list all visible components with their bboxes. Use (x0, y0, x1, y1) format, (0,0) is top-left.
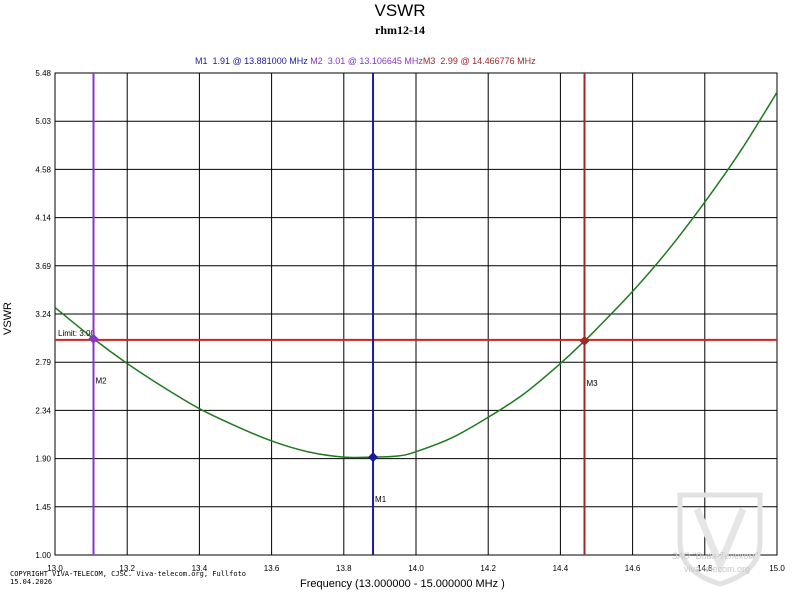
y-tick-label: 3.69 (35, 262, 51, 271)
x-tick-label: 13.8 (336, 564, 352, 573)
watermark-site: viva-telecom.org (684, 564, 751, 574)
y-tick-label: 1.00 (35, 551, 51, 560)
y-tick-label: 1.90 (35, 455, 51, 464)
y-tick-label: 5.03 (35, 117, 51, 126)
watermark-company: ЗАО "Вива-Телеком" (672, 551, 758, 561)
series-line-vswr (54, 91, 778, 459)
copyright-line: COPYRIGHT VIVA-TELECOM, CJSC. Viva-telec… (10, 570, 247, 578)
marker-label-m1: M1 (375, 495, 387, 504)
x-tick-label: 13.2 (119, 564, 135, 573)
x-tick-label: 14.4 (553, 564, 569, 573)
x-tick-label: 14.6 (625, 564, 641, 573)
x-tick-label: 13.0 (47, 564, 63, 573)
x-tick-label: 13.4 (192, 564, 208, 573)
x-axis-label: Frequency (13.000000 - 15.000000 MHz ) (300, 578, 505, 590)
y-tick-label: 2.79 (35, 358, 51, 367)
marker-point-m1 (368, 452, 379, 463)
y-tick-label: 5.48 (35, 69, 51, 78)
marker-label-m2: M2 (95, 377, 107, 386)
limit-label: Limit: 3.00 (58, 329, 95, 338)
copyright-date: 15.04.2026 (10, 578, 53, 586)
marker-readout-m1: M1 1.91 @ 13.881000 MHz (195, 56, 308, 66)
y-tick-label: 1.45 (35, 503, 51, 512)
copyright-notice: COPYRIGHT VIVA-TELECOM, CJSC. Viva-telec… (10, 570, 246, 586)
x-tick-label: 14.2 (480, 564, 496, 573)
marker-point-m3 (579, 335, 590, 346)
marker-label-m3: M3 (587, 379, 599, 388)
y-tick-label: 2.34 (35, 406, 51, 415)
y-tick-label: 4.14 (35, 214, 51, 223)
chart-subtitle: rhm12-14 (375, 23, 425, 37)
marker-point-m2 (88, 333, 99, 344)
y-axis-label: VSWR (2, 302, 14, 335)
x-tick-label: 14.0 (408, 564, 424, 573)
x-tick-label: 13.6 (264, 564, 280, 573)
marker-readouts: M1 1.91 @ 13.881000 MHz M2 3.01 @ 13.106… (195, 56, 536, 66)
marker-readout-m3: M3 2.99 @ 14.466776 MHz (422, 56, 536, 66)
y-tick-label: 3.24 (35, 310, 51, 319)
chart-title: VSWR (374, 1, 426, 20)
marker-readout-m2: M2 3.01 @ 13.106645 MHz (310, 56, 423, 66)
y-tick-label: 4.58 (35, 165, 51, 174)
watermark-shield-logo (677, 492, 763, 587)
x-tick-label: 15.0 (769, 564, 785, 573)
x-tick-label: 14.8 (697, 564, 713, 573)
